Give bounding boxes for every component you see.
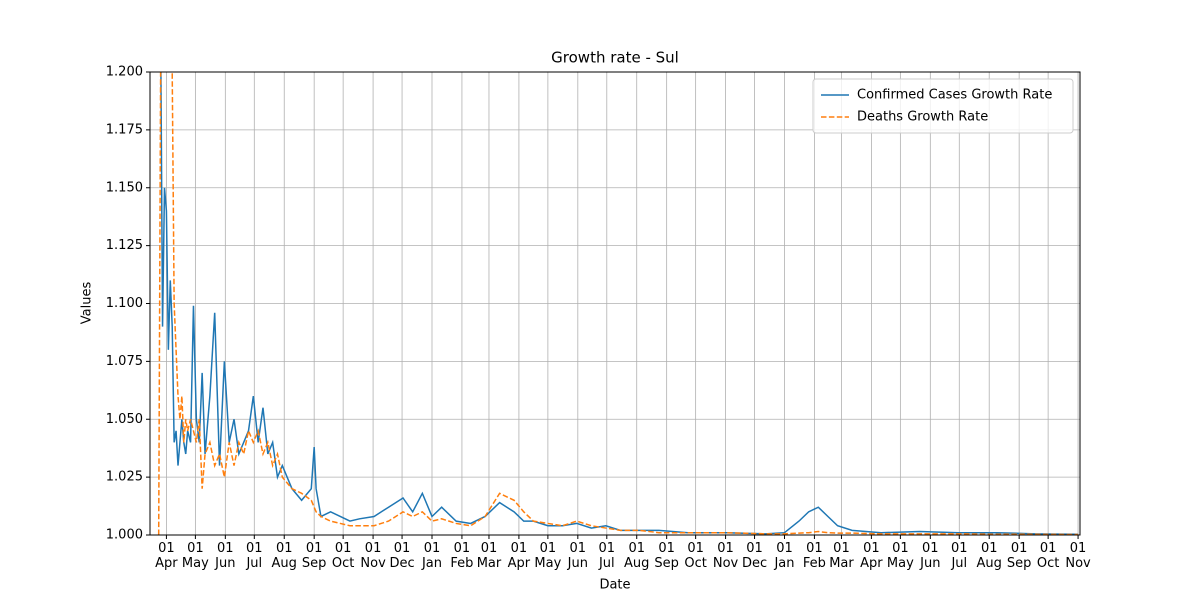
legend: Confirmed Cases Growth Rate Deaths Growth…: [812, 78, 1074, 134]
x-tick-label: 01 May: [534, 541, 562, 571]
x-tick-label: 01 Apr: [155, 541, 178, 571]
y-tick-label: 1.200: [106, 65, 143, 80]
x-tick-label: 01 Dec: [389, 541, 415, 571]
x-tick-label: 01 Jun: [567, 541, 588, 571]
legend-label: Confirmed Cases Growth Rate: [857, 88, 1052, 103]
x-tick-label: 01 Aug: [976, 541, 1002, 571]
x-tick-label: 01 Jun: [215, 541, 236, 571]
x-tick-label: 01 Jun: [920, 541, 941, 571]
y-tick-label: 1.075: [106, 354, 143, 369]
x-tick-label: 01 Jan: [421, 541, 442, 571]
x-tick-label: 01 May: [886, 541, 914, 571]
y-tick-label: 1.025: [106, 470, 143, 485]
x-tick-label: 01 Mar: [476, 541, 502, 571]
x-tick-label: 01 Jul: [246, 541, 263, 571]
legend-box: [812, 78, 1074, 134]
x-tick-label: 01 Jul: [951, 541, 968, 571]
x-tick-label: 01 Apr: [507, 541, 531, 571]
x-tick-label: 01 Oct: [684, 541, 707, 571]
x-tick-label: 01 Nov: [712, 541, 739, 571]
x-tick-label: 01 Jul: [598, 541, 616, 571]
legend-label: Deaths Growth Rate: [857, 110, 988, 125]
y-tick-label: 1.050: [106, 412, 143, 427]
x-tick-label: 01 Mar: [829, 541, 854, 571]
x-tick-label: 01 Jan: [774, 541, 795, 571]
y-axis-label: Values: [80, 282, 95, 325]
x-tick-label: 01 Oct: [1036, 541, 1060, 571]
x-tick-label: 01 Feb: [802, 541, 826, 571]
x-tick-label: 01 Apr: [860, 541, 883, 571]
x-tick-label: 01 Aug: [271, 541, 297, 571]
x-tick-label: 01 Nov: [360, 541, 386, 571]
y-tick-label: 1.100: [106, 296, 143, 311]
y-tick-label: 1.175: [106, 122, 143, 137]
y-tick-label: 1.125: [106, 238, 143, 253]
plot-frame: [149, 71, 1081, 536]
x-tick-label: 01 Oct: [331, 541, 355, 571]
series-line: [157, 72, 1079, 535]
y-tick-label: 1.000: [106, 528, 143, 543]
x-tick-label: 01 Sep: [1006, 541, 1032, 571]
x-axis-label: Date: [599, 578, 630, 593]
chart-title: Growth rate - Sul: [551, 49, 679, 67]
x-tick-label: 01 Nov: [1065, 541, 1091, 571]
x-tick-label: 01 Feb: [450, 541, 474, 571]
x-tick-label: 01 Aug: [624, 541, 650, 571]
x-tick-label: 01 Sep: [301, 541, 327, 571]
y-tick-label: 1.150: [106, 180, 143, 195]
x-tick-label: 01 Sep: [654, 541, 679, 571]
x-tick-label: 01 May: [181, 541, 209, 571]
x-tick-label: 01 Dec: [741, 541, 768, 571]
